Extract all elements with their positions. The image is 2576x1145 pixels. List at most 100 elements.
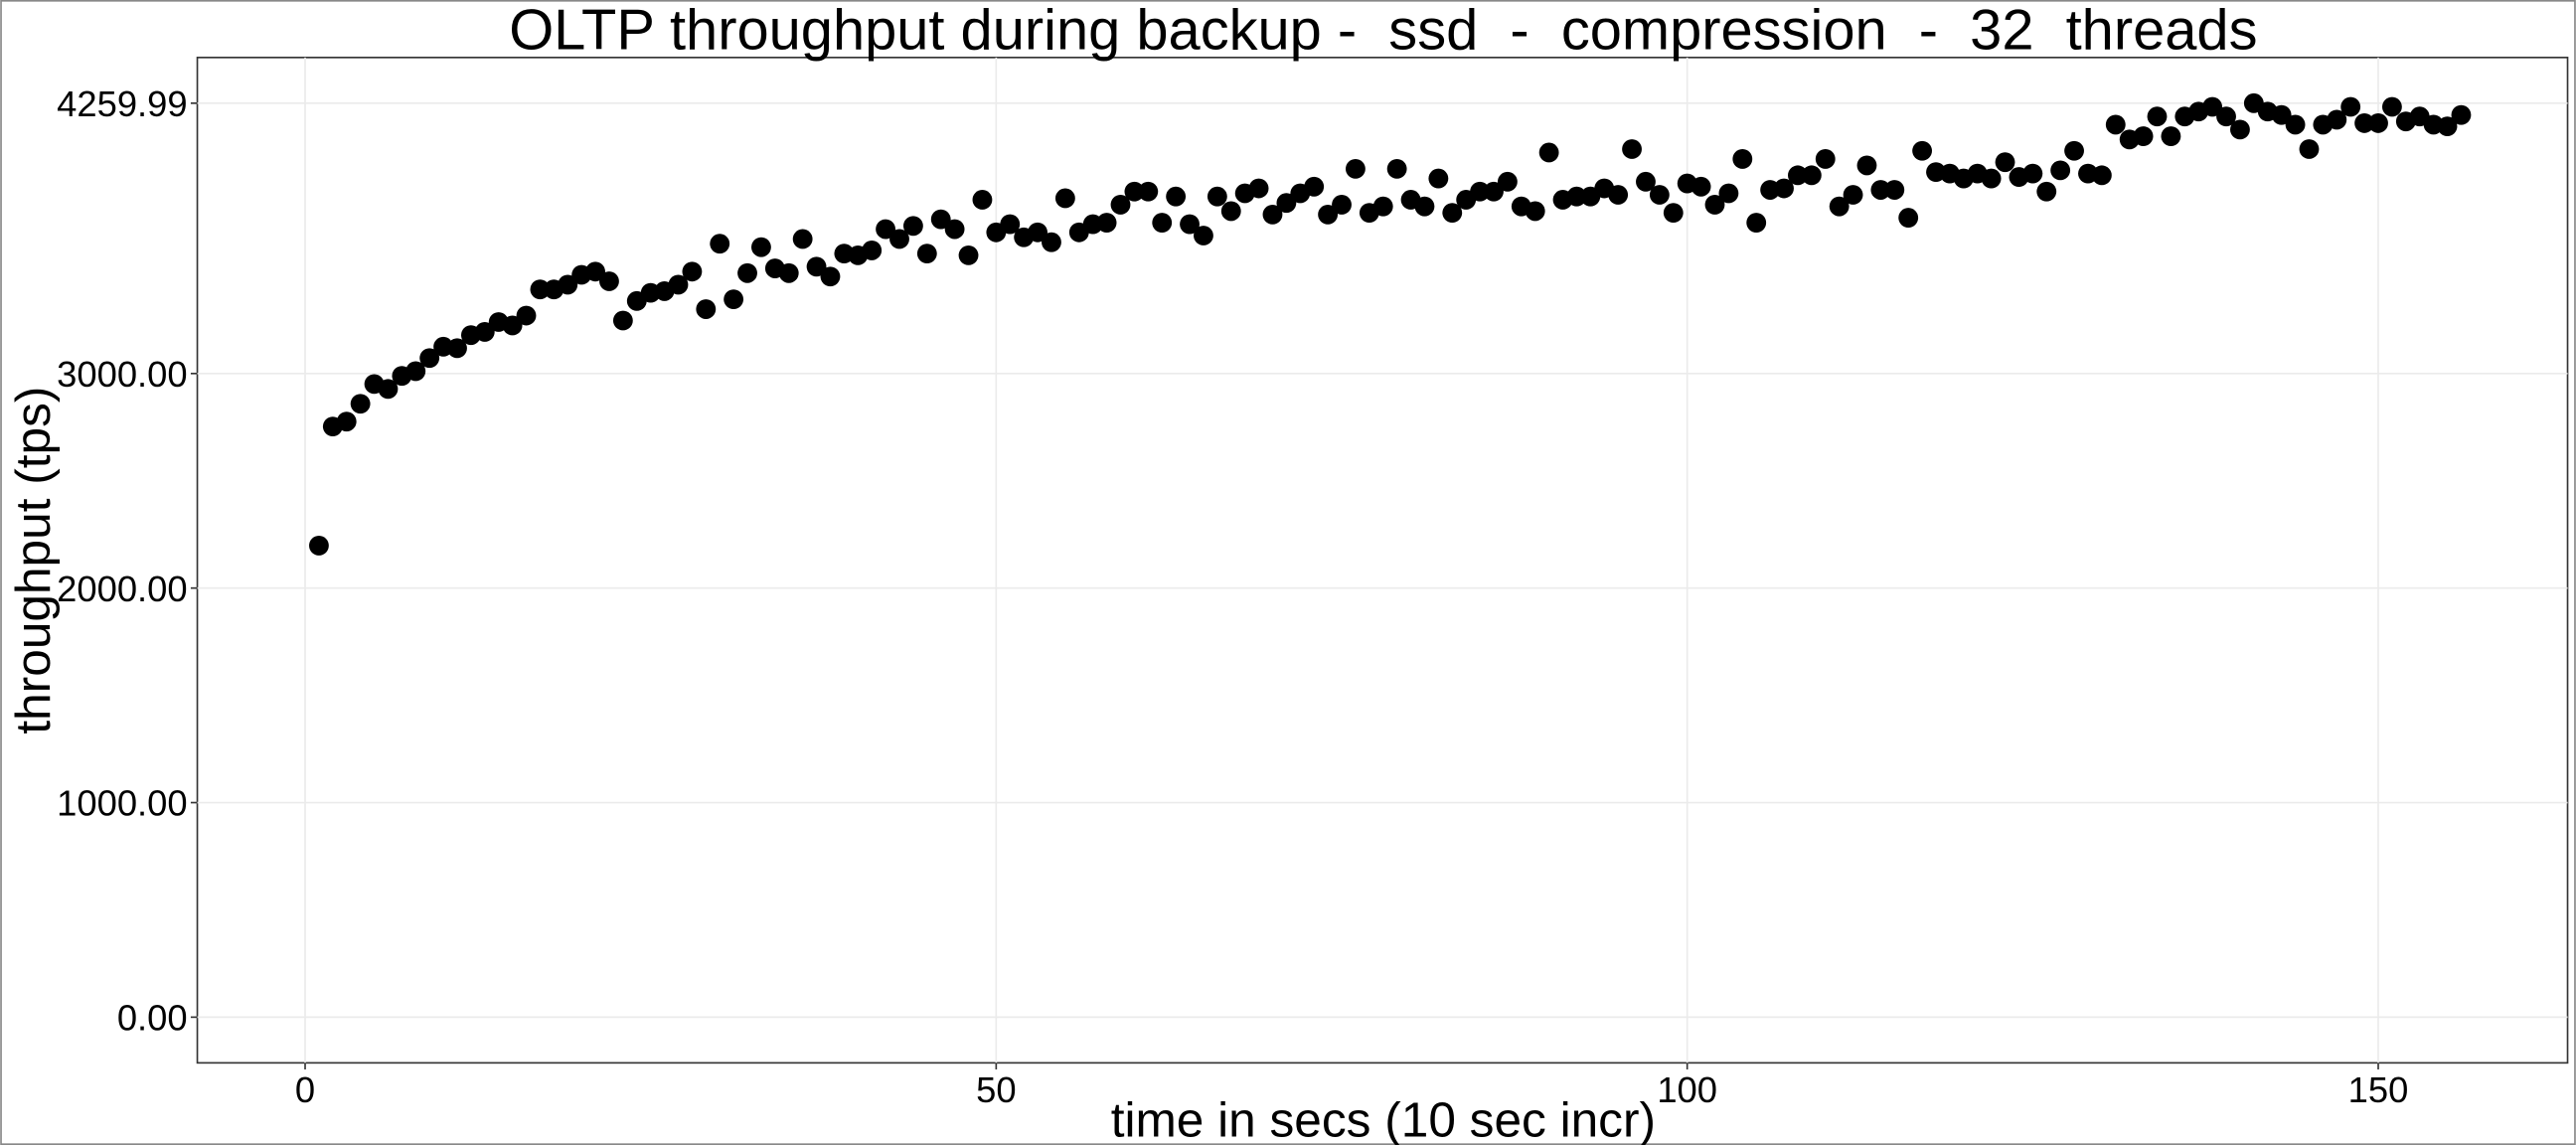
- grid: 0.00 1000.00 2000.00 3000.00 4259.99 0 50 100 15…: [57, 57, 2569, 1110]
- point: [1912, 140, 1933, 161]
- point: [1304, 176, 1325, 197]
- point: [1898, 208, 1919, 229]
- point: [1346, 158, 1366, 179]
- point: [972, 190, 993, 210]
- point: [930, 209, 951, 230]
- point: [378, 379, 399, 400]
- point: [1262, 204, 1283, 225]
- point: [1636, 171, 1656, 192]
- point: [1884, 180, 1905, 200]
- point: [1166, 186, 1187, 207]
- point: [2381, 96, 2402, 117]
- point: [2327, 109, 2347, 130]
- point: [2271, 104, 2292, 125]
- point: [1220, 201, 1241, 222]
- point: [1663, 203, 1684, 224]
- y-axis-title: throughput (tps): [5, 387, 61, 735]
- point: [778, 262, 799, 283]
- point: [405, 361, 426, 382]
- point: [1622, 139, 1642, 159]
- point: [474, 322, 495, 342]
- point: [1096, 213, 1117, 233]
- point: [1497, 171, 1518, 192]
- point: [1428, 168, 1449, 189]
- point: [792, 229, 813, 249]
- point: [1608, 185, 1629, 205]
- point: [2091, 165, 2112, 186]
- point: [1248, 178, 1269, 199]
- point: [2368, 112, 2388, 133]
- point: [2036, 181, 2057, 202]
- point: [2354, 112, 2375, 133]
- point: [1732, 149, 1753, 169]
- point: [1318, 204, 1339, 225]
- y-tick-label: 2000.00: [57, 569, 187, 609]
- point: [751, 237, 771, 257]
- point: [682, 261, 703, 282]
- point: [585, 261, 605, 282]
- point: [916, 244, 937, 264]
- point: [502, 315, 523, 336]
- point: [1649, 185, 1670, 205]
- chart-title: OLTP throughput during backup - ssd - co…: [509, 0, 2257, 63]
- point: [336, 411, 357, 432]
- point: [1138, 181, 1159, 202]
- point: [1690, 176, 1711, 197]
- point: [1000, 214, 1021, 235]
- point: [2050, 160, 2071, 181]
- point: [2105, 114, 2126, 135]
- point: [1870, 180, 1891, 200]
- point: [2285, 114, 2306, 135]
- point: [1414, 196, 1435, 217]
- point: [1484, 181, 1504, 202]
- point: [1538, 142, 1559, 163]
- point: [1054, 188, 1075, 209]
- point: [1774, 178, 1794, 199]
- point: [1788, 165, 1808, 186]
- point: [710, 234, 730, 254]
- point: [1028, 222, 1047, 243]
- point: [724, 289, 744, 310]
- x-tick-label: 100: [1657, 1069, 1717, 1110]
- point: [889, 229, 909, 249]
- point: [944, 219, 965, 240]
- point: [902, 216, 923, 237]
- point: [2022, 163, 2043, 184]
- point: [2064, 140, 2084, 161]
- point: [2230, 119, 2250, 140]
- point: [862, 240, 883, 260]
- points: [309, 92, 2472, 556]
- point: [2451, 104, 2472, 125]
- point: [1180, 214, 1200, 235]
- point: [1386, 158, 1407, 179]
- point: [350, 394, 371, 414]
- point: [530, 279, 551, 300]
- point: [1801, 165, 1822, 186]
- point: [516, 305, 537, 326]
- x-tick-label: 50: [976, 1069, 1016, 1110]
- point: [309, 536, 329, 556]
- point: [806, 256, 827, 277]
- plot-panel: [196, 57, 2569, 1064]
- point: [1718, 183, 1739, 204]
- point: [958, 245, 979, 265]
- point: [1704, 195, 1725, 215]
- point: [1981, 168, 2002, 189]
- point: [599, 271, 619, 291]
- x-tick-label: 0: [295, 1069, 315, 1110]
- point: [1746, 213, 1767, 233]
- y-tick-label: 3000.00: [57, 354, 187, 395]
- point: [612, 310, 633, 331]
- point: [447, 338, 467, 359]
- y-tick-label: 0.00: [117, 998, 188, 1039]
- point: [2216, 106, 2236, 127]
- point: [1124, 181, 1145, 202]
- x-axis-title: time in secs (10 sec incr): [1111, 1092, 1656, 1145]
- point: [1442, 203, 1463, 224]
- point: [1843, 185, 1863, 205]
- y-tick-label: 4259.99: [57, 83, 187, 124]
- point: [558, 274, 578, 295]
- point: [1856, 155, 1877, 176]
